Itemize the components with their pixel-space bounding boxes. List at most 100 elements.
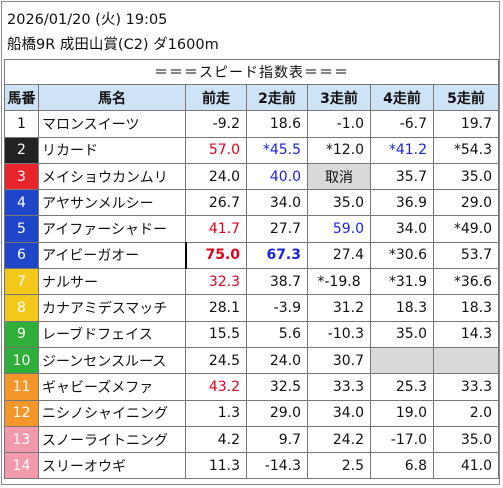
speed-index-cell: *-19.8 (307, 268, 371, 296)
horse-number-cell: 7 (4, 268, 39, 296)
col-5-races-ago-header: 5走前 (433, 83, 499, 112)
speed-index-cell: 18.6 (246, 110, 308, 138)
horse-number-cell: 9 (4, 320, 39, 348)
horse-name-cell: マロンスイーツ (38, 110, 186, 138)
speed-index-cell: 36.9 (370, 189, 434, 217)
speed-index-cell: 30.7 (307, 346, 371, 375)
speed-index-cell: 38.7 (246, 268, 308, 296)
speed-index-cell: -3.9 (246, 294, 308, 322)
speed-index-cell: 41.7 (185, 215, 247, 243)
table-row: 8 カナアミデスマッチ 28.1 -3.9 31.2 18.3 18.3 (4, 294, 499, 322)
speed-index-cell (370, 346, 434, 375)
speed-index-cell: 2.5 (307, 452, 371, 480)
speed-index-cell: 4.2 (185, 425, 247, 454)
table-row: 6 アイビーガオー 75.0 67.3 27.4 *30.6 53.7 (4, 241, 499, 270)
speed-index-cell: 18.3 (433, 294, 499, 322)
speed-index-cell: 18.3 (370, 294, 434, 322)
speed-index-cell: *31.9 (370, 268, 434, 296)
horse-name-cell: ギャビーズメファ (38, 373, 186, 401)
table-row: 13 スノーライトニング 4.2 9.7 24.2 -17.0 35.0 (4, 425, 499, 454)
speed-index-cell: 24.0 (246, 346, 308, 375)
speed-index-cell: 33.3 (307, 373, 371, 401)
speed-index-cell: -10.3 (307, 320, 371, 348)
speed-index-cell: 32.5 (246, 373, 308, 401)
col-4-races-ago-header: 4走前 (370, 83, 434, 112)
speed-index-cell: 29.0 (433, 189, 499, 217)
speed-index-cell: -6.7 (370, 110, 434, 138)
speed-index-cell: 27.7 (246, 215, 308, 243)
table-row: 7 ナルサー 32.3 38.7 *-19.8 *31.9 *36.6 (4, 268, 499, 296)
horse-number-cell: 5 (4, 215, 39, 243)
horse-name-cell: アイファーシャドー (38, 215, 186, 243)
horse-name-cell: ナルサー (38, 268, 186, 296)
speed-index-cell: 57.0 (185, 136, 247, 164)
speed-index-cell: 43.2 (185, 373, 247, 401)
speed-index-cell: 32.3 (185, 268, 247, 296)
speed-index-cell: 33.3 (433, 373, 499, 401)
horse-name-cell: リカード (38, 136, 186, 164)
speed-index-cell: -17.0 (370, 425, 434, 454)
speed-index-cell: 24.2 (307, 425, 371, 454)
speed-index-cell: 取消 (307, 162, 371, 191)
col-2-races-ago-header: 2走前 (246, 83, 308, 112)
speed-index-cell: 34.0 (370, 215, 434, 243)
speed-index-cell: 6.8 (370, 452, 434, 480)
speed-index-cell: 9.7 (246, 425, 308, 454)
speed-index-cell: 5.6 (246, 320, 308, 348)
table-row: 12 ニシノシャイニング 1.3 29.0 34.0 19.0 2.0 (4, 399, 499, 427)
speed-index-cell: 35.7 (370, 162, 434, 191)
table-title: ＝＝＝スピード指数表＝＝＝ (4, 59, 499, 85)
horse-number-cell: 13 (4, 425, 39, 454)
speed-index-cell: *41.2 (370, 136, 434, 164)
horse-name-cell: スノーライトニング (38, 425, 186, 454)
table-row: 11 ギャビーズメファ 43.2 32.5 33.3 25.3 33.3 (4, 373, 499, 401)
speed-index-cell: 11.3 (185, 452, 247, 480)
speed-index-cell: 24.0 (185, 162, 247, 191)
speed-index-cell: *12.0 (307, 136, 371, 164)
speed-index-table: ＝＝＝スピード指数表＝＝＝ 馬番 馬名 前走 2走前 3走前 4走前 5走前 1 マロンスイー… (4, 59, 499, 480)
speed-index-cell: 34.0 (307, 399, 371, 427)
horse-number-cell: 3 (4, 162, 39, 191)
speed-index-cell: 35.0 (307, 189, 371, 217)
speed-index-cell: 29.0 (246, 399, 308, 427)
table-row: 1 マロンスイーツ -9.2 18.6 -1.0 -6.7 19.7 (4, 110, 499, 138)
horse-name-cell: ジーンセンスルース (38, 346, 186, 375)
col-3-races-ago-header: 3走前 (307, 83, 371, 112)
table-row: 3 メイショウカンムリ 24.0 40.0 取消 35.7 35.0 (4, 162, 499, 191)
table-row: 9 レーブドフェイス 15.5 5.6 -10.3 35.0 14.3 (4, 320, 499, 348)
horse-name-cell: アヤサンメルシー (38, 189, 186, 217)
table-row: 2 リカード 57.0 *45.5 *12.0 *41.2 *54.3 (4, 136, 499, 164)
col-last-race-header: 前走 (185, 83, 247, 112)
horse-number-cell: 1 (4, 110, 39, 138)
table-row: 14 スリーオウギ 11.3 -14.3 2.5 6.8 41.0 (4, 452, 499, 480)
speed-index-cell: *30.6 (370, 241, 434, 270)
horse-name-cell: メイショウカンムリ (38, 162, 186, 191)
horse-number-cell: 8 (4, 294, 39, 322)
speed-index-cell: -1.0 (307, 110, 371, 138)
speed-index-cell: *54.3 (433, 136, 499, 164)
speed-index-cell: 28.1 (185, 294, 247, 322)
horse-name-cell: スリーオウギ (38, 452, 186, 480)
table-header-row: 馬番 馬名 前走 2走前 3走前 4走前 5走前 (4, 83, 499, 112)
date-time-line: 2026/01/20 (火) 19:05 (7, 12, 168, 28)
speed-index-cell: 24.5 (185, 346, 247, 375)
horse-number-cell: 4 (4, 189, 39, 217)
horse-number-cell: 14 (4, 452, 39, 480)
speed-index-cell: *45.5 (246, 136, 308, 164)
table-row: 10 ジーンセンスルース 24.5 24.0 30.7 (4, 346, 499, 375)
horse-name-cell: ニシノシャイニング (38, 399, 186, 427)
col-horse-name-header: 馬名 (38, 83, 186, 112)
speed-index-cell: 27.4 (307, 241, 371, 270)
speed-index-cell: -9.2 (185, 110, 247, 138)
table-row: 4 アヤサンメルシー 26.7 34.0 35.0 36.9 29.0 (4, 189, 499, 217)
horse-number-cell: 11 (4, 373, 39, 401)
horse-number-cell: 10 (4, 346, 39, 375)
speed-index-cell (433, 346, 499, 375)
speed-index-cell: 19.0 (370, 399, 434, 427)
horse-number-cell: 6 (4, 241, 39, 270)
speed-index-cell: 2.0 (433, 399, 499, 427)
table-body: 1 マロンスイーツ -9.2 18.6 -1.0 -6.7 19.7 2 リカード 57.0 *45… (4, 110, 499, 480)
speed-index-cell: 19.7 (433, 110, 499, 138)
speed-index-cell: 15.5 (185, 320, 247, 348)
